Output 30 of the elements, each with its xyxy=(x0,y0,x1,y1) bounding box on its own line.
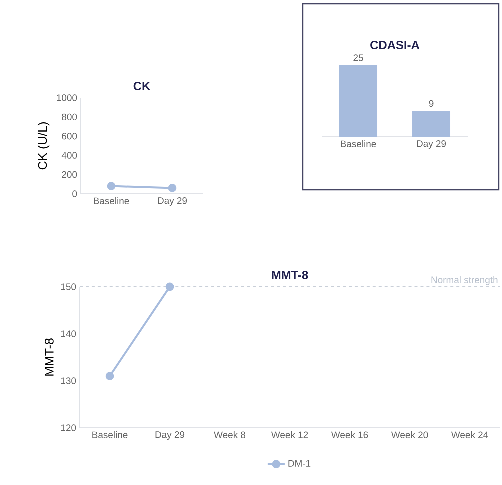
data-label: 25 xyxy=(354,54,364,62)
y-tick-label: 1000 xyxy=(57,94,78,102)
y-axis-title: MMT-8 xyxy=(45,338,54,376)
x-tick-label: Day 29 xyxy=(158,198,188,206)
chart-title: CDASI-A xyxy=(370,41,420,50)
x-tick-label: Baseline xyxy=(92,432,128,438)
x-tick-label: Day 29 xyxy=(417,140,446,150)
y-tick-label: 800 xyxy=(62,114,78,121)
y-tick-label: 140 xyxy=(61,330,76,338)
y-tick-label: 400 xyxy=(62,152,78,159)
x-tick-label: Week 12 xyxy=(271,432,308,438)
x-tick-label: Week 24 xyxy=(451,432,488,438)
y-tick-label: 130 xyxy=(61,378,76,384)
x-tick-label: Day 29 xyxy=(156,432,185,440)
x-tick-label: Baseline xyxy=(94,198,130,204)
y-tick-label: 600 xyxy=(62,133,78,140)
x-tick-label: Week 8 xyxy=(214,432,246,438)
y-tick-label: 200 xyxy=(62,171,78,178)
x-tick-label: Week 20 xyxy=(391,432,428,438)
chart-title: CK xyxy=(134,82,151,90)
y-tick-label: 150 xyxy=(61,284,76,290)
data-label: 9 xyxy=(429,100,434,108)
x-tick-label: Baseline xyxy=(341,140,376,148)
x-tick-label: Week 16 xyxy=(331,432,368,438)
y-tick-label: 120 xyxy=(61,424,76,432)
legend-label: DM-1 xyxy=(288,460,311,467)
y-axis-title: CK (U/L) xyxy=(38,122,50,170)
ref-line-label: Normal strength xyxy=(432,276,498,286)
y-tick-label: 0 xyxy=(72,190,78,198)
chart-title: MMT-8 xyxy=(272,271,308,280)
